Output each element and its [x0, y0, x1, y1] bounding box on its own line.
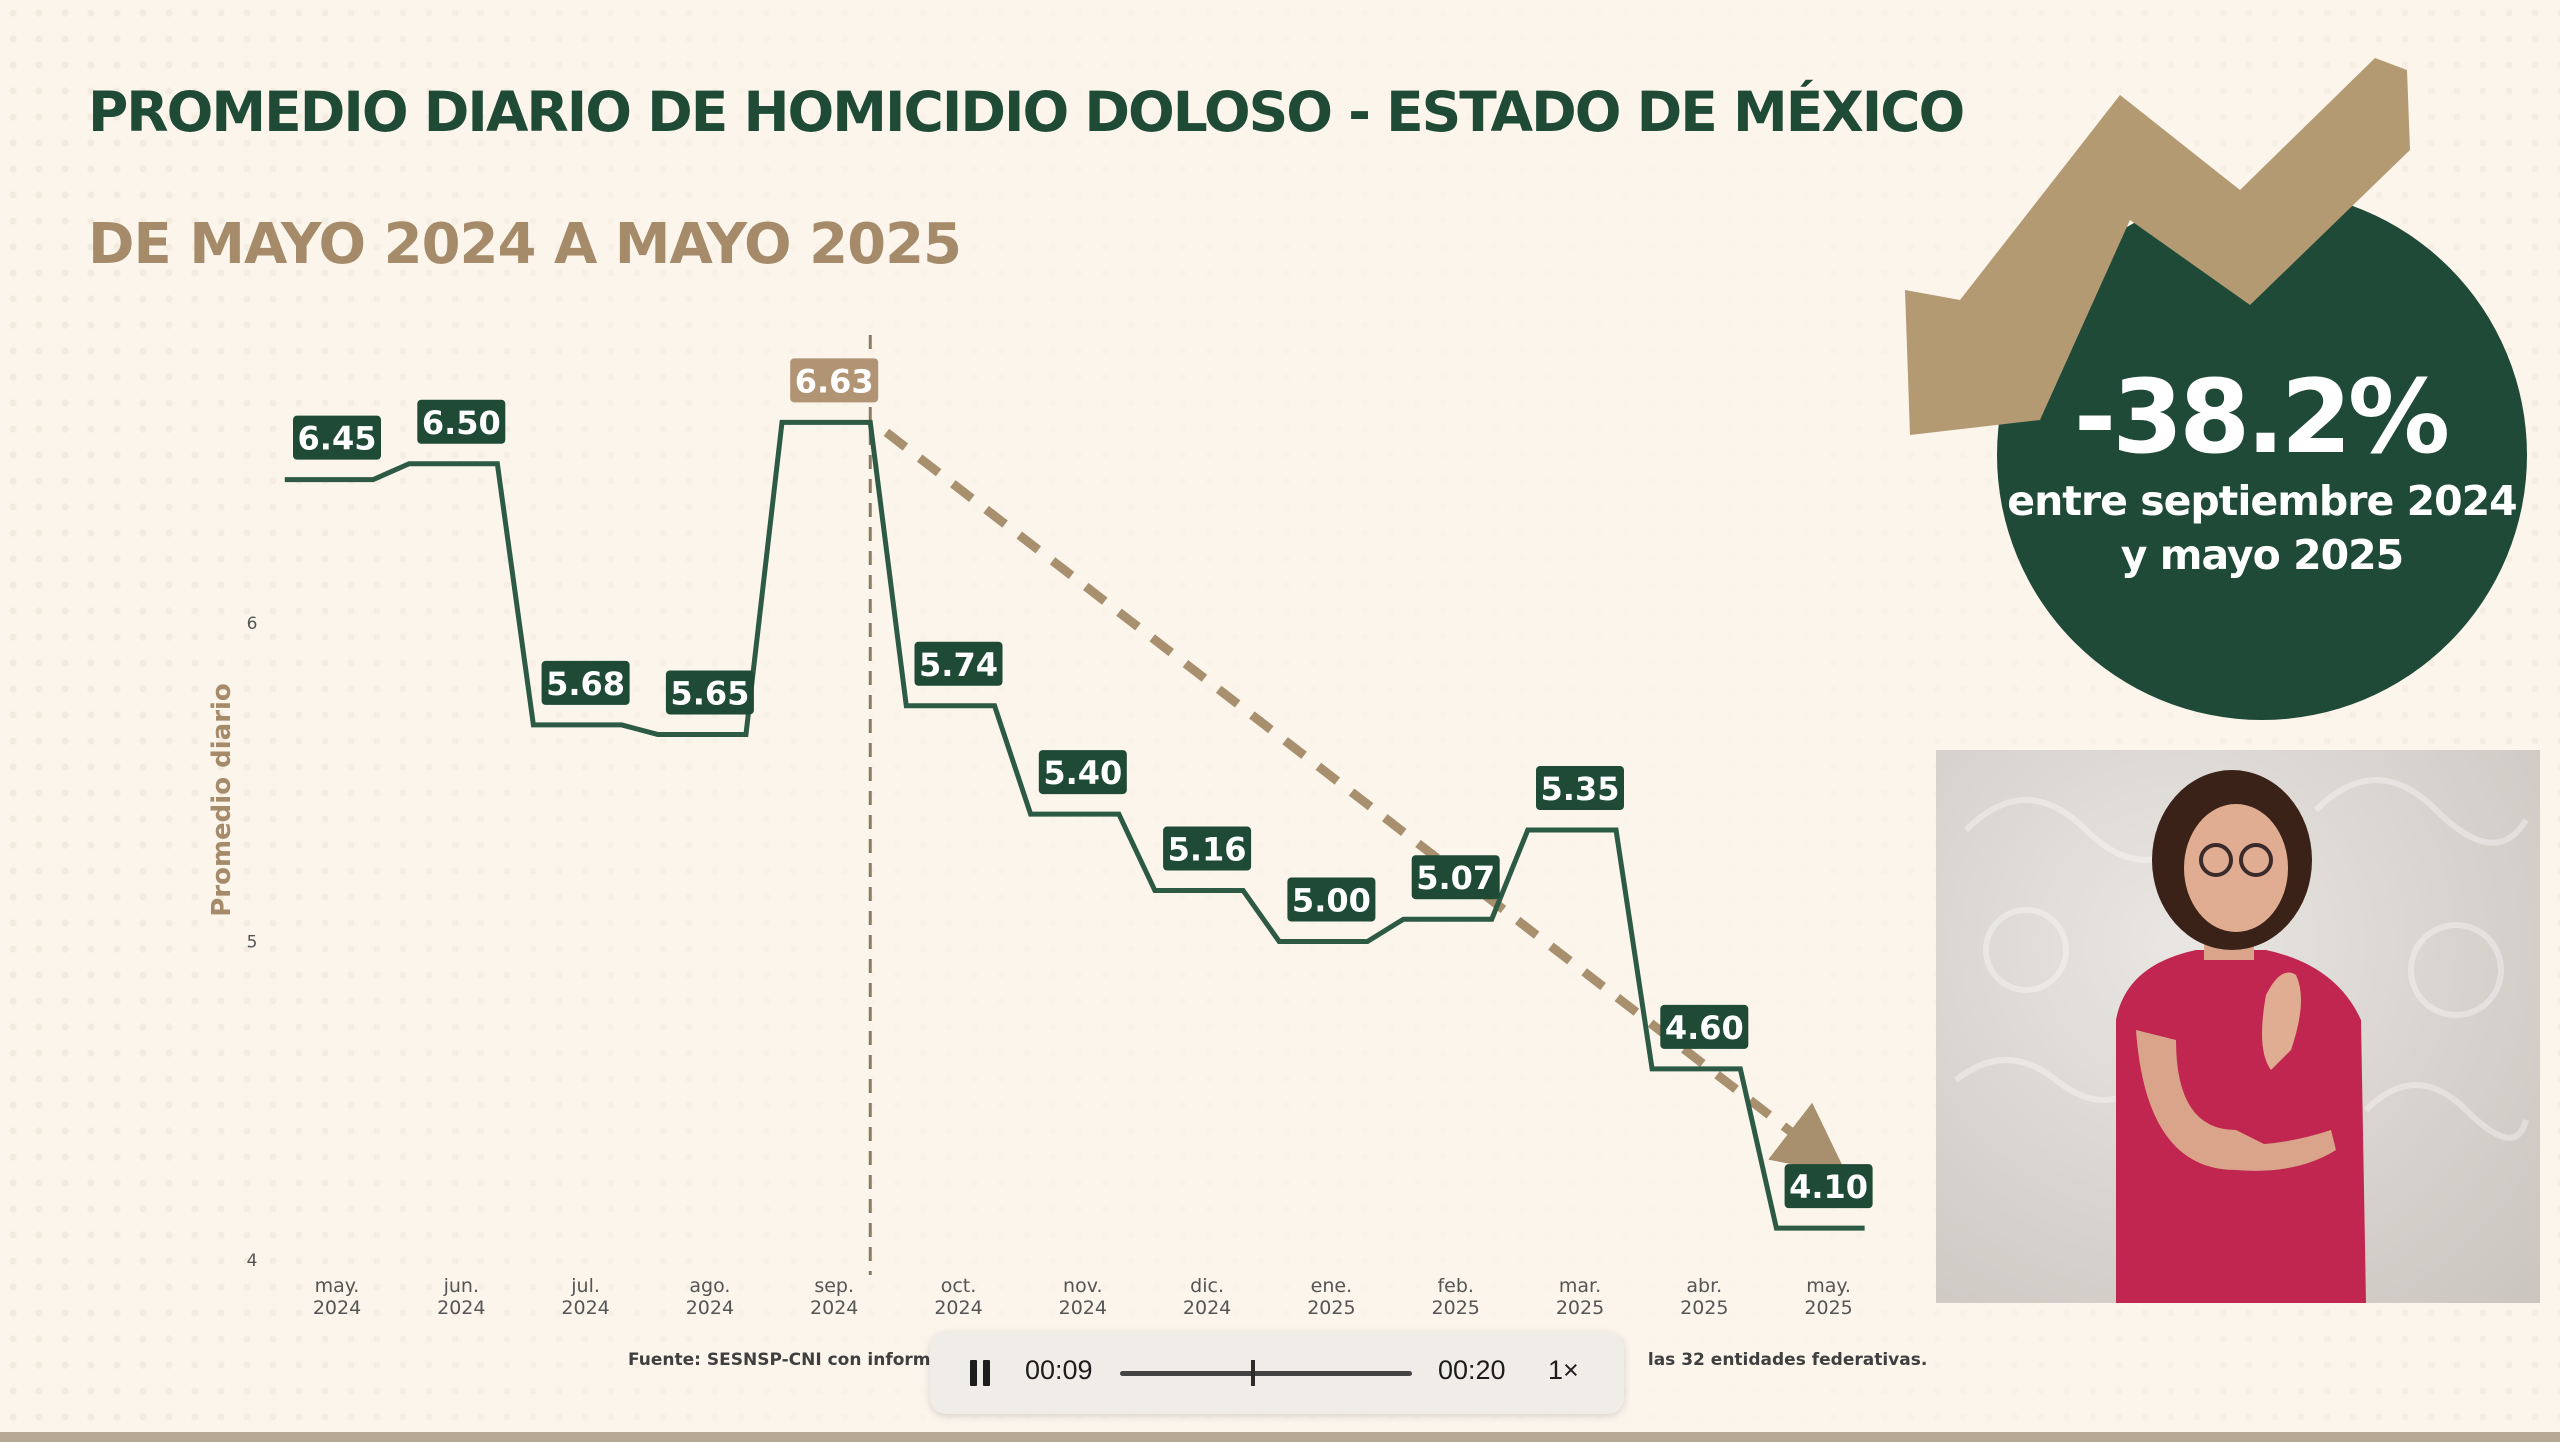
data-label: 5.65: [670, 674, 749, 712]
source-note-start: Fuente: SESNSP-CNI con informaci: [628, 1350, 958, 1370]
interpreter-figure: [1954, 770, 2529, 1303]
x-tick-label: abr.: [1686, 1275, 1722, 1297]
badge-caption: entre septiembre 2024 y mayo 2025: [1992, 474, 2532, 582]
data-label: 4.10: [1789, 1168, 1868, 1206]
playback-speed-button[interactable]: 1×: [1548, 1355, 1579, 1385]
data-label-box: [1163, 826, 1252, 871]
data-label: 5.74: [919, 646, 998, 684]
badge-percent: -38.2%: [2073, 358, 2450, 477]
data-label-box: [1411, 855, 1500, 900]
x-tick-label: ago.: [689, 1275, 730, 1297]
data-label-box: [914, 641, 1003, 686]
x-tick-label: 2025: [1432, 1297, 1480, 1319]
data-label: 5.68: [546, 665, 625, 703]
data-label-box: [1287, 877, 1376, 922]
data-label-box: [1038, 750, 1127, 795]
x-tick-label: 2024: [1059, 1297, 1107, 1319]
data-label: 6.63: [795, 362, 874, 400]
interpreter-video: [1936, 750, 2540, 1303]
page-subtitle: DE MAYO 2024 A MAYO 2025: [88, 212, 962, 277]
x-tick-label: 2024: [686, 1297, 734, 1319]
data-label-box: [1784, 1164, 1873, 1209]
source-note-end: las 32 entidades federativas.: [1647, 1350, 1928, 1370]
x-tick-label: 2025: [1556, 1297, 1604, 1319]
data-label: 6.45: [298, 420, 377, 458]
data-label-box: [1660, 1004, 1749, 1049]
progress-track[interactable]: [1120, 1371, 1412, 1376]
x-tick-label: 2024: [810, 1297, 858, 1319]
duration-time: 00:20: [1438, 1355, 1506, 1385]
y-tick-label: 5: [247, 933, 258, 953]
current-time: 00:09: [1025, 1355, 1093, 1385]
data-label-box: [1536, 766, 1624, 811]
data-label-box: [790, 358, 879, 403]
page-title: PROMEDIO DIARIO DE HOMICIDIO DOLOSO - ES…: [88, 80, 1965, 144]
data-label-box: [665, 670, 754, 715]
x-tick-label: 2024: [934, 1297, 982, 1319]
data-label: 4.60: [1665, 1009, 1744, 1047]
badge-caption-line1: entre septiembre 2024: [2007, 477, 2517, 525]
y-tick-label: 6: [247, 614, 258, 634]
pause-icon[interactable]: [970, 1360, 990, 1386]
x-tick-label: nov.: [1063, 1275, 1102, 1297]
x-tick-label: oct.: [941, 1275, 977, 1297]
x-tick-label: may.: [1806, 1275, 1851, 1297]
x-tick-label: jul.: [570, 1275, 600, 1297]
data-label: 5.07: [1416, 859, 1495, 897]
badge-caption-line2: y mayo 2025: [2120, 531, 2404, 579]
data-label: 5.16: [1168, 831, 1247, 869]
bottom-border: [0, 1432, 2560, 1442]
video-player-controls: 00:09 00:20 1×: [930, 1332, 1624, 1414]
x-tick-label: jun.: [443, 1275, 479, 1297]
x-tick-label: mar.: [1559, 1275, 1601, 1297]
y-axis-label: Promedio diario: [207, 683, 237, 917]
x-tick-label: 2025: [1680, 1297, 1728, 1319]
x-tick-label: 2025: [1307, 1297, 1355, 1319]
data-label-box: [293, 415, 381, 460]
x-tick-label: ene.: [1311, 1275, 1352, 1297]
x-tick-label: 2025: [1804, 1297, 1852, 1319]
x-tick-label: 2024: [313, 1297, 361, 1319]
data-label: 6.50: [422, 404, 501, 442]
badge-circle: [1997, 190, 2527, 720]
series-line: [284, 419, 1865, 1231]
data-label-box: [541, 660, 630, 705]
source-note: Fuente: SESNSP-CNI con informaci las 32 e…: [628, 1350, 1927, 1370]
data-label: 5.35: [1541, 770, 1620, 808]
x-tick-label: dic.: [1190, 1275, 1224, 1297]
x-tick-label: sep.: [814, 1275, 854, 1297]
x-tick-label: may.: [315, 1275, 360, 1297]
data-label-box: [417, 399, 506, 444]
x-tick-label: 2024: [437, 1297, 485, 1319]
trend-down-arrow-icon: [1905, 58, 2410, 435]
progress-thumb[interactable]: [1251, 1360, 1256, 1386]
x-tick-label: feb.: [1437, 1275, 1473, 1297]
data-label: 5.40: [1043, 754, 1122, 792]
data-label: 5.00: [1292, 882, 1371, 920]
x-tick-label: 2024: [561, 1297, 609, 1319]
x-tick-label: 2024: [1183, 1297, 1231, 1319]
y-tick-label: 4: [247, 1251, 258, 1271]
